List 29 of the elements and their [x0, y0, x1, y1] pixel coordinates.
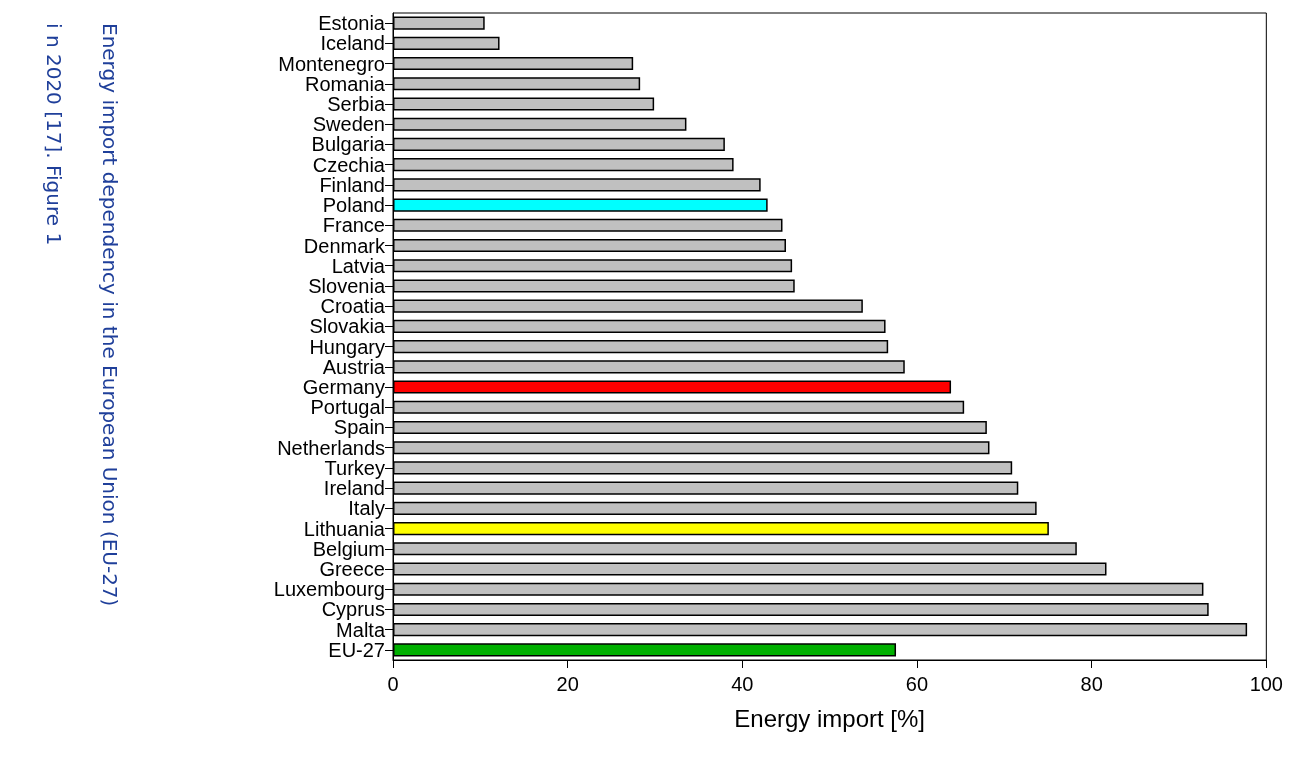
y-tick-label: Luxembourg	[273, 578, 385, 601]
y-tick-label: Slovenia	[308, 274, 386, 297]
y-tick-label: Iceland	[320, 32, 385, 55]
x-axis-title: Energy import [%]	[734, 704, 926, 732]
y-tick-label: France	[322, 214, 385, 237]
y-tick-label: EU-27	[328, 638, 385, 661]
y-tick-label: Germany	[302, 376, 385, 399]
y-tick-label: Sweden	[312, 113, 385, 136]
x-tick-label: 40	[731, 673, 754, 695]
y-tick-label: Turkey	[324, 456, 385, 479]
x-tick-label: 100	[1249, 673, 1283, 695]
y-tick-label: Bulgaria	[311, 133, 386, 156]
y-tick-label: Croatia	[320, 295, 386, 318]
y-tick-label: Serbia	[327, 92, 386, 115]
x-tick-label: 20	[556, 673, 579, 695]
y-tick-label: Italy	[348, 497, 385, 520]
y-tick-label: Slovakia	[309, 315, 386, 338]
y-tick-label: Montenegro	[278, 52, 385, 75]
y-tick-label: Latvia	[331, 254, 386, 277]
text: Energy import dependency in the European Union (EU-27)	[98, 23, 122, 607]
y-tick-label: Finland	[319, 173, 385, 196]
y-tick-label: Estonia	[318, 12, 386, 35]
x-tick-label: 0	[387, 673, 399, 695]
x-tick-label: 60	[905, 673, 929, 695]
x-tick-label: 80	[1080, 673, 1103, 695]
y-tick-label: Poland	[322, 194, 385, 217]
y-tick-label: Belgium	[312, 537, 385, 560]
y-tick-label: Denmark	[303, 234, 386, 257]
text: i n 2020 [17]. Figure 1	[42, 23, 66, 246]
